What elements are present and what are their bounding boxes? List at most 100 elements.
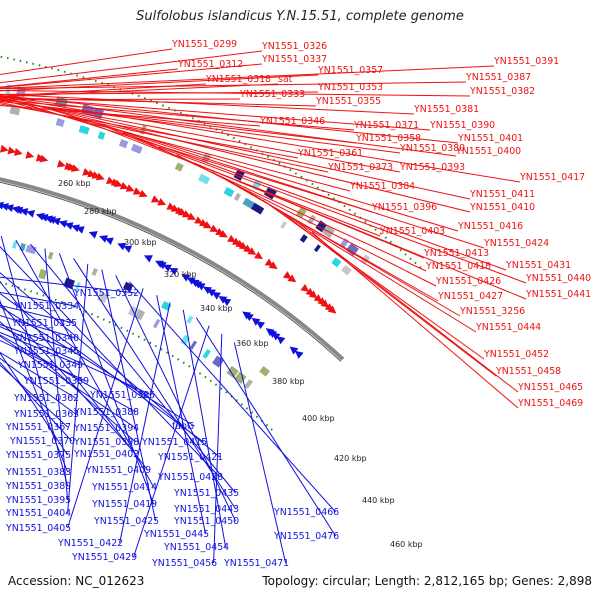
forward-gene-arrow[interactable] [157, 198, 168, 209]
reverse-gene-arrow[interactable] [74, 224, 85, 234]
reverse-gene-arrow[interactable] [185, 274, 196, 285]
forward-gene-arrow[interactable] [282, 271, 294, 282]
reverse-gene-label[interactable]: YN1551_0445 [143, 529, 209, 540]
forward-gene-label[interactable]: YN1551_0381 [413, 104, 479, 115]
reverse-gene-arrow[interactable] [63, 220, 74, 230]
reverse-gene-label[interactable]: YN1551_0385 [89, 390, 155, 401]
forward-gene-label[interactable]: YN1551_0393 [399, 162, 465, 173]
forward-gene-label[interactable]: YN1551_0444 [475, 322, 541, 333]
forward-gene-label[interactable]: YN1551_0418 [425, 261, 491, 272]
reverse-gene-label[interactable]: YN1551_0404 [5, 508, 71, 519]
reverse-gene-label[interactable]: YN1551_0454 [163, 542, 229, 553]
reverse-gene-label[interactable]: YN1551_0388 [73, 407, 139, 418]
reverse-gene-label[interactable]: YN1551_0476 [273, 531, 339, 542]
reverse-gene-label[interactable]: YN1551_0428 [157, 472, 223, 483]
forward-gene-arrow[interactable] [194, 216, 205, 227]
forward-gene-label[interactable]: YN1551_0400 [455, 146, 521, 157]
forward-gene-label[interactable]: YN1551_0413 [423, 248, 489, 259]
reverse-gene-arrow[interactable] [269, 329, 281, 341]
forward-gene-arrow[interactable] [209, 224, 220, 236]
reverse-gene-label[interactable]: YN1551_0405 [5, 523, 71, 534]
reverse-gene-arrow[interactable] [51, 215, 61, 226]
reverse-gene-arrow[interactable] [98, 232, 109, 243]
reverse-gene-label[interactable]: YN1551_0414 [91, 482, 157, 493]
reverse-gene-arrow[interactable] [191, 278, 203, 289]
reverse-gene-arrow[interactable] [243, 310, 254, 322]
reverse-gene-arrow[interactable] [35, 211, 45, 221]
forward-gene-arrow[interactable] [13, 148, 24, 158]
forward-gene-arrow[interactable] [238, 241, 250, 253]
forward-gene-arrow[interactable] [0, 144, 10, 155]
reverse-gene-label[interactable]: YN1551_0389 [5, 481, 71, 492]
forward-gene-label[interactable]: YN1551_0371 [353, 120, 419, 131]
forward-gene-label[interactable]: YN1551_0431 [505, 260, 571, 271]
reverse-gene-label[interactable]: YN1551_0383 [5, 467, 71, 478]
reverse-gene-label[interactable]: YN1551_0345 [13, 346, 79, 357]
reverse-gene-arrow[interactable] [274, 333, 286, 345]
forward-gene-arrow[interactable] [227, 234, 238, 246]
forward-gene-label[interactable]: YN1551_0417 [519, 172, 585, 183]
forward-gene-label[interactable]: YN1551_0380 [399, 143, 465, 154]
forward-gene-label[interactable]: YN1551_0452 [483, 349, 549, 360]
forward-gene-label[interactable]: YN1551_0333 [239, 89, 305, 100]
forward-gene-label[interactable]: YN1551_0465 [517, 382, 583, 393]
reverse-gene-label[interactable]: YN1551_0340 [13, 333, 79, 344]
forward-gene-label[interactable]: YN1551_0396 [371, 202, 437, 213]
reverse-gene-label[interactable]: YN1551_0443 [173, 504, 239, 515]
reverse-gene-label[interactable]: YN1551_0398 [73, 437, 139, 448]
forward-gene-label[interactable]: YN1551_0357 [317, 65, 383, 76]
reverse-gene-label[interactable]: YN1551_0367 [5, 422, 71, 433]
reverse-gene-arrow[interactable] [13, 205, 24, 215]
reverse-gene-label[interactable]: YN1551_0363 [13, 409, 79, 420]
forward-gene-arrow[interactable] [39, 154, 49, 165]
forward-gene-label[interactable]: YN1551_0358 [355, 133, 421, 144]
forward-gene-arrow[interactable] [7, 146, 17, 157]
forward-gene-label[interactable]: YN1551_0411 [469, 189, 535, 200]
forward-gene-arrow[interactable] [320, 299, 331, 311]
forward-gene-label[interactable]: YN1551_0410 [469, 202, 535, 213]
forward-gene-label[interactable]: YN1551_0390 [429, 120, 495, 131]
reverse-gene-arrow[interactable] [103, 235, 114, 246]
forward-gene-label[interactable]: YN1551_0458 [495, 366, 561, 377]
reverse-gene-arrow[interactable] [142, 252, 153, 263]
forward-gene-arrow[interactable] [247, 247, 258, 258]
forward-gene-label[interactable]: YN1551_0469 [517, 398, 583, 409]
forward-gene-label[interactable]: YN1551_0384 [349, 181, 415, 192]
forward-gene-arrow[interactable] [308, 290, 320, 301]
forward-gene-arrow[interactable] [218, 229, 230, 241]
reverse-gene-arrow[interactable] [116, 240, 127, 251]
reverse-gene-label[interactable]: YN1551_0471 [223, 558, 289, 569]
forward-gene-arrow[interactable] [300, 283, 311, 295]
reverse-gene-label[interactable]: YN1551_0425 [93, 516, 159, 527]
forward-gene-arrow[interactable] [132, 187, 143, 197]
forward-gene-label[interactable]: YN1551_0346 [259, 116, 325, 127]
reverse-gene-label[interactable]: YN1551_0466 [273, 507, 339, 518]
reverse-gene-arrow[interactable] [216, 293, 228, 304]
reverse-gene-arrow[interactable] [201, 283, 212, 295]
reverse-gene-label[interactable]: YN1551_0335 [11, 318, 77, 329]
reverse-gene-arrow[interactable] [179, 271, 191, 282]
reverse-gene-arrow[interactable] [19, 206, 29, 216]
forward-gene-label[interactable]: YN1551_0424 [483, 238, 549, 249]
reverse-gene-label[interactable]: YN1551_0349 [17, 360, 83, 371]
forward-gene-label[interactable]: YN1551_0299 [171, 39, 237, 50]
forward-gene-arrow[interactable] [70, 164, 81, 174]
forward-gene-arrow[interactable] [25, 150, 35, 161]
forward-gene-arrow[interactable] [268, 261, 280, 272]
reverse-gene-label[interactable]: YN1551_0429 [71, 552, 137, 563]
forward-gene-arrow[interactable] [327, 305, 339, 316]
reverse-gene-label[interactable]: YN1551_0421 [157, 452, 223, 463]
reverse-gene-arrow[interactable] [161, 261, 172, 272]
forward-gene-label[interactable]: YN1551_0427 [437, 291, 503, 302]
reverse-gene-label[interactable]: YN1551_0456 [151, 558, 217, 569]
reverse-gene-arrow[interactable] [0, 200, 4, 210]
forward-gene-arrow[interactable] [287, 274, 298, 285]
forward-gene-label[interactable]: YN1551_0353 [317, 82, 383, 93]
reverse-gene-label[interactable]: YN1551_0334 [13, 301, 79, 312]
reverse-gene-arrow[interactable] [0, 201, 9, 211]
reverse-gene-arrow[interactable] [210, 289, 221, 300]
forward-gene-label[interactable]: YN1551_0382 [469, 86, 535, 97]
forward-gene-arrow[interactable] [125, 184, 136, 194]
reverse-gene-label[interactable]: YN1551_0370 [9, 436, 75, 447]
